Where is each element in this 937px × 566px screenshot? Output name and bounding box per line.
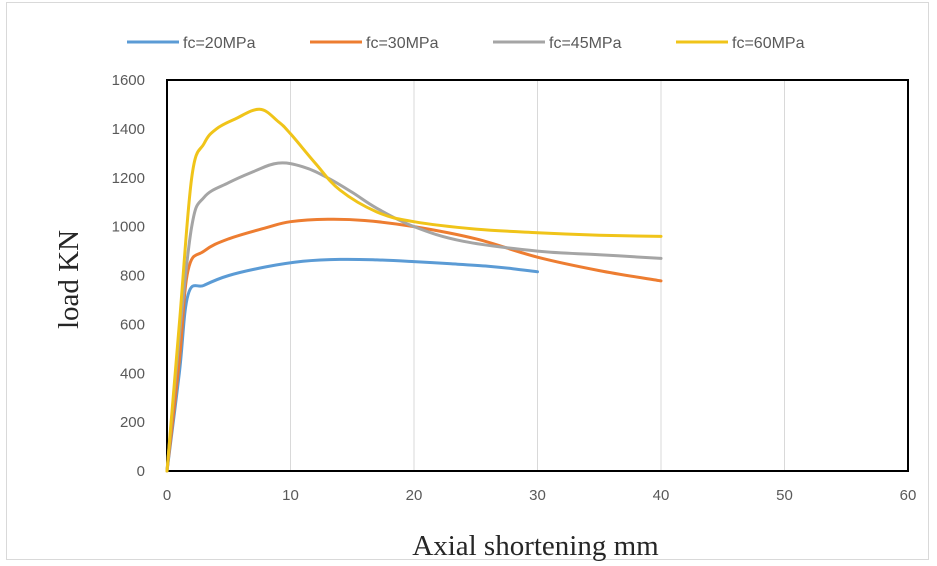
series-line-fc-60mpa: [165, 107, 663, 473]
series-line-fc-45mpa: [165, 161, 663, 473]
x-tick-label: 40: [653, 487, 670, 504]
series-lines: [165, 107, 663, 473]
y-axis-title: load KN: [53, 230, 85, 329]
y-axis-ticks: 0 200 400 600 800 1000 1200 1400 1600: [112, 72, 145, 480]
y-tick-label: 400: [120, 365, 145, 382]
legend-label: fc=60MPa: [732, 35, 805, 52]
gridlines: [290, 80, 785, 471]
y-tick-label: 200: [120, 414, 145, 431]
y-tick-label: 1000: [112, 219, 145, 236]
y-tick-label: 0: [137, 463, 145, 480]
legend: fc=20MPa fc=30MPa fc=45MPa fc=60MPa: [127, 35, 805, 52]
y-tick-label: 1200: [112, 170, 145, 187]
x-tick-label: 10: [282, 487, 299, 504]
y-tick-label: 800: [120, 268, 145, 285]
legend-label: fc=45MPa: [549, 35, 622, 52]
plot-area-border: [166, 79, 909, 472]
x-tick-label: 50: [776, 487, 793, 504]
x-axis-title: Axial shortening mm: [412, 530, 659, 562]
y-tick-label: 1600: [112, 72, 145, 89]
series-line-fc-20mpa: [165, 257, 539, 473]
chart-frame: [6, 2, 929, 560]
legend-label: fc=20MPa: [183, 35, 256, 52]
legend-label: fc=30MPa: [366, 35, 439, 52]
y-tick-label: 600: [120, 316, 145, 333]
y-tick-label: 1400: [112, 121, 145, 138]
x-tick-label: 30: [529, 487, 546, 504]
x-axis-ticks: 0 10 20 30 40 50 60: [163, 487, 917, 504]
x-tick-label: 60: [900, 487, 917, 504]
x-tick-label: 20: [406, 487, 423, 504]
x-tick-label: 0: [163, 487, 171, 504]
